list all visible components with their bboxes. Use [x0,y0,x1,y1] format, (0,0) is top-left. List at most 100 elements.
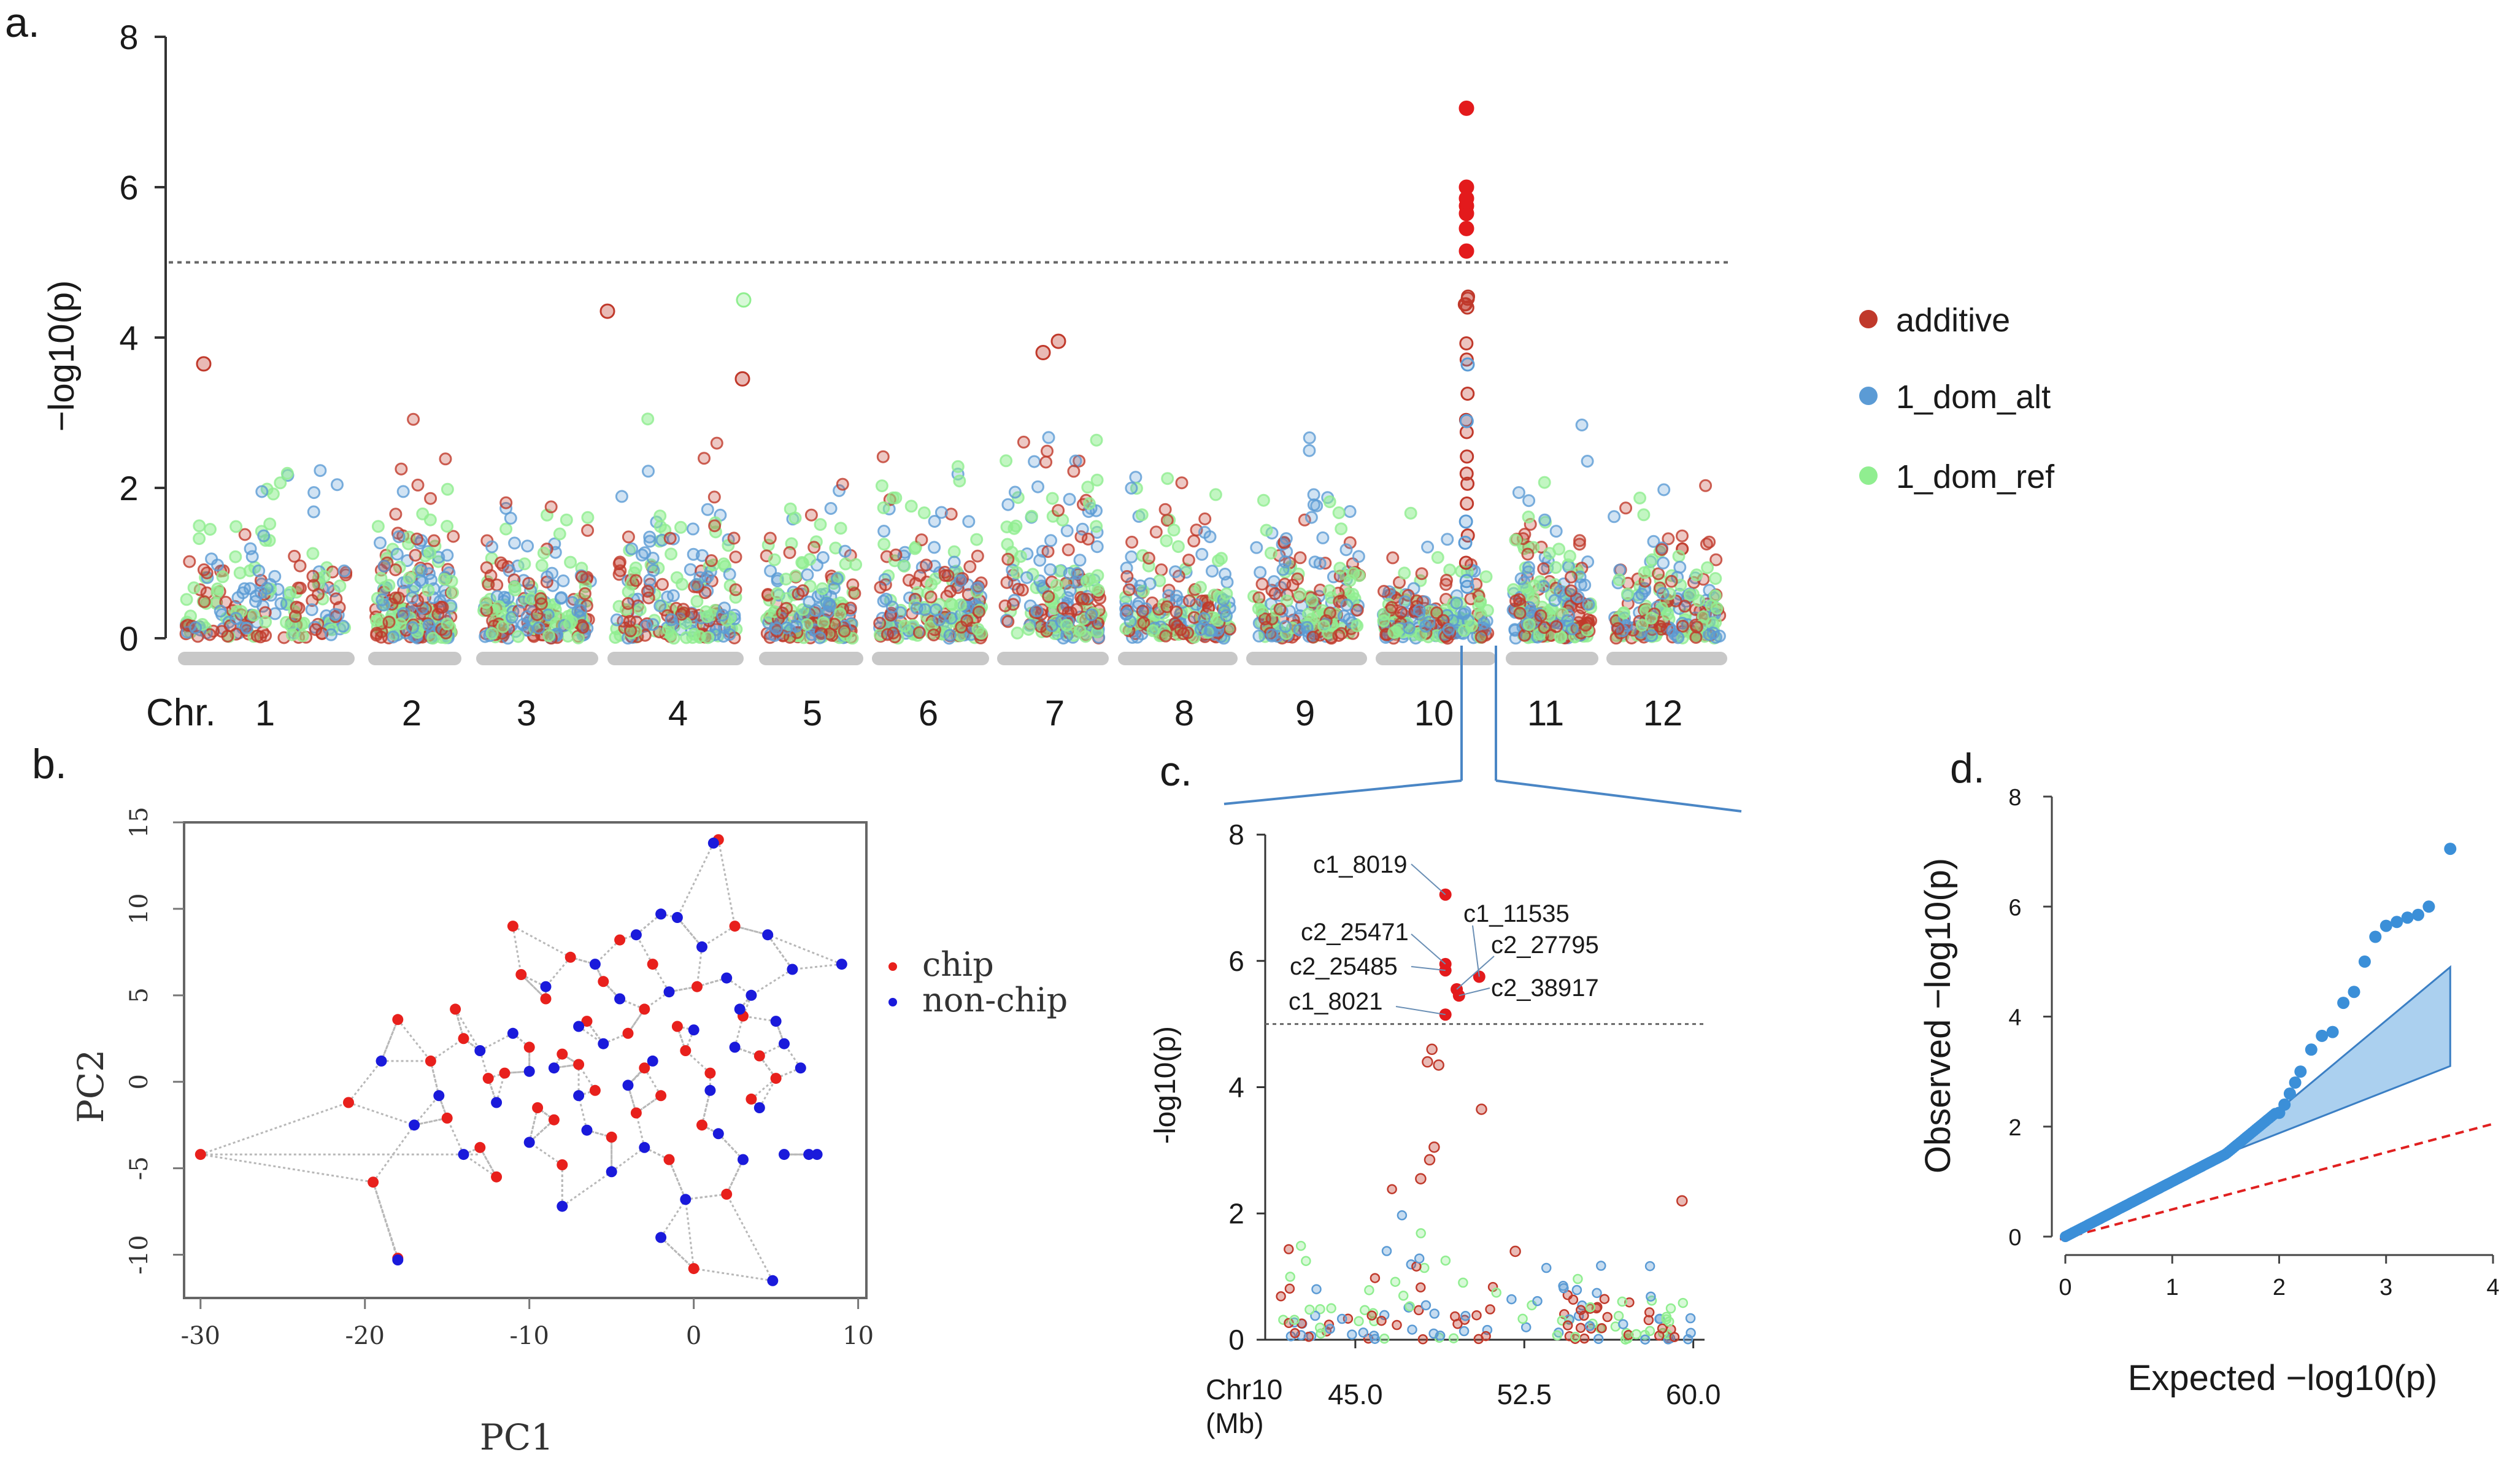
b-point-non-chip [779,1149,790,1161]
a-point [441,617,454,631]
b-point-non-chip [663,986,675,998]
a-point [1343,505,1357,518]
a-point [1561,614,1574,627]
b-network-lines [200,838,842,1282]
zoom-connector [1223,646,1742,813]
a-point [1460,449,1474,464]
a-point [817,616,830,630]
a-point [247,609,261,622]
a-point [707,490,721,504]
a-point [371,520,385,533]
d-tail-point [2289,1076,2302,1089]
a-point [960,614,974,627]
a-point [288,609,302,623]
a-point [951,460,965,473]
a-point [770,622,784,635]
b-network-line [684,1199,695,1269]
a-y-axis: 0 2 4 6 8 [119,18,167,658]
a-point [274,476,287,490]
a-point [1450,597,1463,610]
a-point [1573,570,1587,584]
d-tail-point [2283,1087,2296,1100]
a-point [1090,473,1104,487]
panel-a-label: a. [5,0,40,46]
a-point [1305,594,1319,608]
a-point [1215,552,1228,565]
a-point [1351,619,1364,633]
a-point [1307,488,1320,501]
a-point [698,586,712,600]
a-point [1661,608,1674,621]
a-point [885,600,899,614]
a-point [646,618,660,632]
a-point [804,508,818,522]
c-point [1646,1291,1656,1302]
c-point [1485,1304,1495,1315]
a-point [268,570,282,583]
c-point [1370,1273,1381,1283]
a-point [809,604,822,617]
c-point [1541,1262,1552,1273]
b-network-line [693,1267,773,1282]
c-point [1570,1332,1581,1342]
a-point [414,574,427,587]
a-point [624,624,638,638]
b-point-chip [696,1119,707,1131]
b-network-line [545,956,571,987]
c-point [1435,1331,1446,1341]
a-point [1267,575,1281,589]
c-point [1631,1329,1642,1340]
a-point [437,573,451,586]
a-point [1011,627,1024,639]
b-network-line [372,1181,399,1261]
b-network-line [742,995,752,1017]
b-point-non-chip [540,981,552,992]
a-point [1343,536,1357,549]
a-point [1652,567,1665,581]
a-point [416,507,430,520]
b-point-chip [581,1016,593,1027]
b-network-line [512,925,571,959]
a-point [1090,433,1103,447]
c-point [1678,1297,1689,1308]
a-chr-bar [1246,652,1367,665]
a-point [877,538,891,551]
a-point [1301,608,1315,621]
c-point [1584,1321,1595,1331]
a-point [1189,598,1203,611]
a-point [902,573,915,587]
a-point [1022,623,1035,636]
b-point-chip [392,1014,404,1025]
d-tail-point [2401,911,2414,924]
b-point-chip [614,934,626,946]
a-point [1524,604,1537,617]
a-point [690,577,703,591]
c-point [1325,1324,1335,1334]
b-legend-marker [888,998,897,1006]
a-point [1458,514,1473,529]
a-point [821,605,834,619]
b-network-line [734,925,768,936]
a-point [814,518,827,531]
a-point [1436,614,1450,627]
c-y-tick-label: 2 [1228,1197,1244,1229]
b-point-chip [450,1003,461,1015]
b-network-line [684,1029,695,1051]
a-chr-label: 6 [919,693,938,733]
a-point [963,560,977,573]
a-point [1690,568,1703,582]
c-point [1419,1262,1430,1273]
a-point [1161,472,1174,485]
c-point [1284,1244,1294,1254]
a-point [908,542,922,555]
a-point [1522,560,1535,574]
c-point [1407,1324,1417,1335]
a-point [1537,562,1551,576]
a-point [824,502,838,515]
b-x-tick-label: 0 [686,1322,701,1350]
a-point [1193,581,1207,594]
a-point [1671,631,1685,644]
b-point-non-chip [589,959,601,970]
a-point [576,620,590,634]
a-point [395,462,408,476]
